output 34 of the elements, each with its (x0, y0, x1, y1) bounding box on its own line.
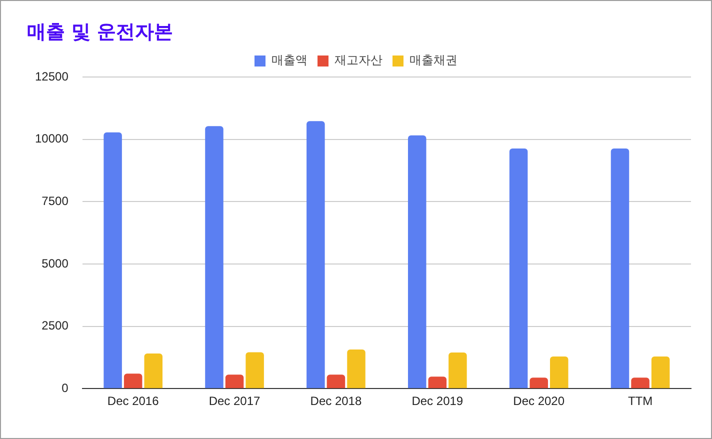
legend-label: 재고자산 (334, 53, 382, 68)
y-tick-label: 2500 (42, 318, 69, 333)
y-tick-label: 5000 (42, 256, 69, 270)
x-tick-label: Dec 2020 (513, 394, 565, 408)
chart-title: 매출 및 운전자본 (27, 20, 174, 45)
bar (509, 148, 528, 388)
x-tick-label: Dec 2016 (107, 394, 160, 408)
bar (225, 374, 244, 388)
bar (205, 126, 224, 388)
bar (428, 376, 447, 388)
y-tick-label: 0 (62, 380, 69, 395)
bar (104, 132, 122, 388)
bar (144, 353, 163, 388)
bar (246, 352, 264, 388)
y-tick-label: 12500 (34, 69, 69, 84)
x-tick-label: Dec 2018 (310, 394, 362, 408)
bar (651, 356, 670, 388)
bar (448, 352, 467, 388)
x-tick-label: Dec 2017 (208, 394, 261, 408)
y-tick-label: 7500 (42, 194, 69, 208)
legend-label: 매출액 (272, 53, 308, 68)
bar (631, 378, 650, 388)
y-tick-label: 10000 (34, 132, 69, 146)
bar (408, 135, 426, 388)
bar (347, 349, 366, 388)
bar (530, 378, 548, 388)
bar (124, 374, 142, 388)
bar (550, 356, 568, 388)
bar (306, 121, 325, 388)
x-tick-label: TTM (628, 394, 653, 408)
x-tick-label: Dec 2019 (412, 394, 464, 408)
bar (610, 148, 630, 388)
legend-label: 매출채권 (410, 53, 458, 68)
bar (326, 374, 346, 388)
